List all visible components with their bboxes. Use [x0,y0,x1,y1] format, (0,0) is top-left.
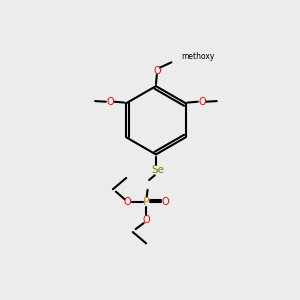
Text: Se: Se [151,165,164,175]
Text: O: O [162,197,169,207]
Text: methoxy: methoxy [181,52,214,61]
Text: O: O [198,97,206,107]
Text: O: O [106,97,114,107]
Text: O: O [154,66,161,76]
Text: O: O [142,214,150,224]
Text: P: P [143,197,149,207]
Text: O: O [124,197,131,207]
